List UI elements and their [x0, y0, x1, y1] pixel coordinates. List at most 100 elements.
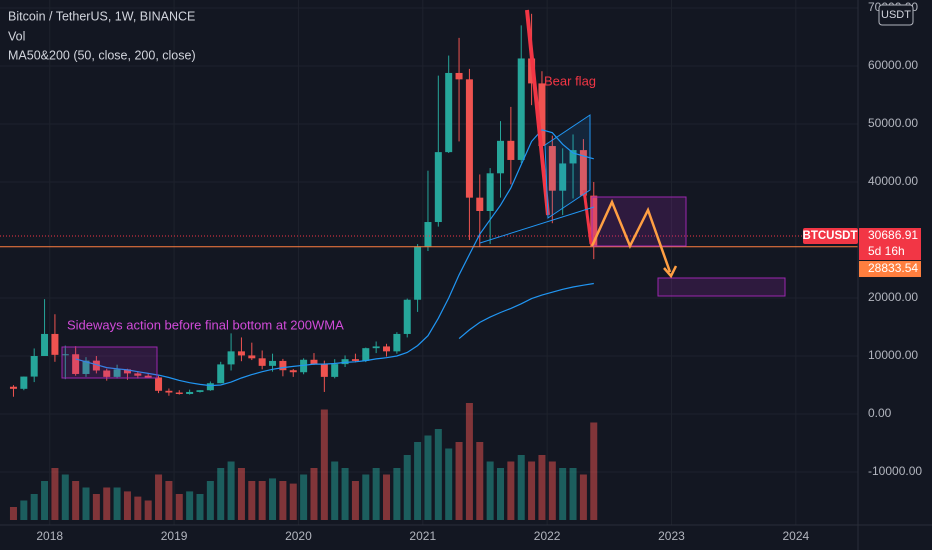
y-tick-label: 10000.00	[868, 348, 918, 362]
volume-bar	[289, 483, 297, 520]
candle-body	[445, 72, 453, 153]
ma-line	[75, 129, 594, 387]
candle-body	[414, 246, 422, 300]
candle-body	[41, 333, 49, 356]
volume-bar	[559, 468, 567, 520]
candle-body	[310, 359, 318, 365]
volume-bar	[455, 442, 463, 520]
volume-bar	[300, 474, 308, 520]
candle-body	[9, 386, 17, 389]
projection-path	[590, 198, 672, 273]
candle-body	[20, 376, 28, 389]
candle-body	[123, 369, 131, 374]
countdown-label: 5d 16h	[868, 244, 905, 258]
range-box	[61, 346, 158, 379]
target-box	[657, 277, 786, 297]
volume-bar	[486, 461, 494, 520]
chart-title: Bitcoin / TetherUS, 1W, BINANCE	[8, 9, 195, 23]
candle-body	[196, 390, 204, 392]
volume-bar	[196, 494, 204, 520]
candle-body	[517, 58, 525, 160]
candle-body	[383, 346, 391, 352]
volume-bar	[528, 461, 536, 520]
ma-line	[458, 282, 594, 340]
volume-bar	[507, 461, 515, 520]
candle-body	[144, 375, 152, 378]
candle-body	[455, 72, 463, 80]
volume-bar	[227, 461, 235, 520]
candle-body	[82, 360, 90, 374]
volume-bar	[113, 487, 121, 520]
volume-bar	[548, 461, 556, 520]
y-tick-label: 40000.00	[868, 174, 918, 188]
volume-bar	[497, 468, 504, 520]
volume-bar	[310, 468, 318, 520]
price-line-box	[859, 261, 921, 278]
currency-box	[878, 4, 914, 26]
volume-bar	[362, 474, 370, 520]
candle-body	[403, 299, 411, 334]
candle-body	[393, 333, 401, 352]
candle-body	[72, 354, 80, 374]
candle-body	[476, 197, 484, 211]
candle-body	[351, 359, 359, 361]
volume-bar	[186, 491, 194, 520]
volume-bar	[72, 481, 80, 520]
y-tick-label: 50000.00	[868, 116, 918, 130]
candle-body	[548, 146, 556, 191]
candle-body	[206, 383, 214, 391]
volume-bar	[92, 494, 100, 520]
candle-body	[538, 83, 546, 147]
candle-body	[155, 377, 163, 391]
candle-body	[289, 370, 297, 373]
candle-body	[217, 364, 225, 384]
annotation: Sideways action before final bottom at 2…	[67, 317, 344, 332]
volume-bar	[517, 455, 525, 520]
candle-body	[186, 391, 194, 394]
volume-bar	[465, 403, 473, 520]
volume-bar	[165, 481, 173, 520]
x-tick-label: 2024	[782, 529, 809, 543]
volume-bar	[372, 468, 380, 520]
candle-body	[269, 360, 277, 366]
x-tick-label: 2022	[534, 529, 561, 543]
volume-bar	[41, 481, 49, 520]
volume-bar	[51, 468, 59, 520]
volume-bar	[424, 435, 432, 520]
breakdown	[582, 189, 593, 245]
candle-body	[113, 369, 121, 377]
volume-bar	[414, 442, 422, 520]
plot-area	[0, 0, 858, 525]
x-tick-label: 2019	[161, 529, 188, 543]
candle-body	[559, 163, 567, 191]
y-tick-label: 60000.00	[868, 58, 918, 72]
volume-bar	[175, 494, 183, 520]
volume-bar	[134, 496, 142, 520]
volume-bar	[61, 474, 69, 520]
candle-body	[279, 360, 287, 371]
x-tick-label: 2021	[409, 529, 436, 543]
candle-body	[341, 359, 349, 365]
annotation: Bear flag	[544, 73, 596, 88]
volume-bar	[269, 478, 277, 520]
volume-bar	[476, 442, 484, 520]
candle-body	[424, 222, 432, 247]
candle-body	[579, 150, 587, 196]
candle-body	[258, 358, 266, 366]
volume-bar	[20, 500, 28, 520]
candle-body	[237, 351, 245, 356]
candle-body	[362, 348, 370, 361]
volume-bar	[341, 468, 349, 520]
volume-bar	[206, 481, 214, 520]
x-tick-label: 2023	[658, 529, 685, 543]
volume-bar	[217, 468, 225, 520]
candle-body	[320, 364, 328, 377]
projection-arrow	[663, 265, 678, 279]
volume-bar	[445, 448, 453, 520]
candle-body	[465, 79, 473, 198]
candle-body	[486, 173, 494, 211]
volume-bar	[155, 474, 163, 520]
volume-bar	[9, 507, 17, 520]
candle-body	[165, 390, 173, 393]
